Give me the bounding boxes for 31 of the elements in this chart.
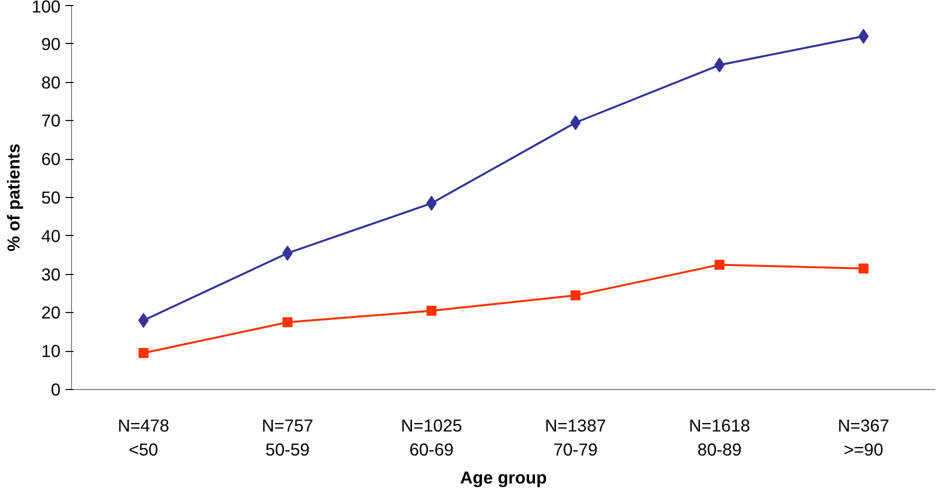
y-tick-label: 30 bbox=[41, 264, 61, 284]
point bbox=[426, 196, 437, 211]
y-tick-label: 20 bbox=[41, 302, 61, 323]
point bbox=[714, 58, 725, 73]
x-tick-label: N=1618 80-89 bbox=[688, 416, 750, 460]
y-tick-label: 100 bbox=[32, 0, 61, 16]
point bbox=[426, 306, 436, 316]
y-tick-label: 80 bbox=[41, 72, 61, 92]
y-tick-label: 70 bbox=[41, 110, 61, 131]
point bbox=[282, 317, 292, 328]
y-tick-label: 60 bbox=[41, 149, 61, 170]
y-tick-label: 90 bbox=[41, 34, 61, 54]
point bbox=[570, 115, 581, 130]
point bbox=[138, 348, 148, 358]
x-tick-label: N=1387 70-79 bbox=[544, 416, 606, 460]
x-tick-label: N=367 >=90 bbox=[838, 416, 890, 460]
point bbox=[858, 28, 869, 44]
point bbox=[282, 246, 293, 261]
point bbox=[570, 290, 580, 300]
y-tick-label: 40 bbox=[41, 226, 61, 246]
y-tick-label: 50 bbox=[41, 188, 61, 208]
point bbox=[714, 260, 724, 270]
point bbox=[138, 312, 149, 328]
x-tick-label: N=1025 60-69 bbox=[400, 416, 462, 460]
y-tick-label: 0 bbox=[50, 380, 61, 400]
x-tick-label: N=478 <50 bbox=[118, 416, 170, 460]
y-tick-label: 10 bbox=[41, 341, 61, 362]
point bbox=[858, 264, 868, 274]
x-tick-label: N=757 50-59 bbox=[262, 416, 314, 460]
x-axis-title: Age group bbox=[460, 468, 547, 488]
y-axis-title: % of patients bbox=[4, 144, 24, 252]
